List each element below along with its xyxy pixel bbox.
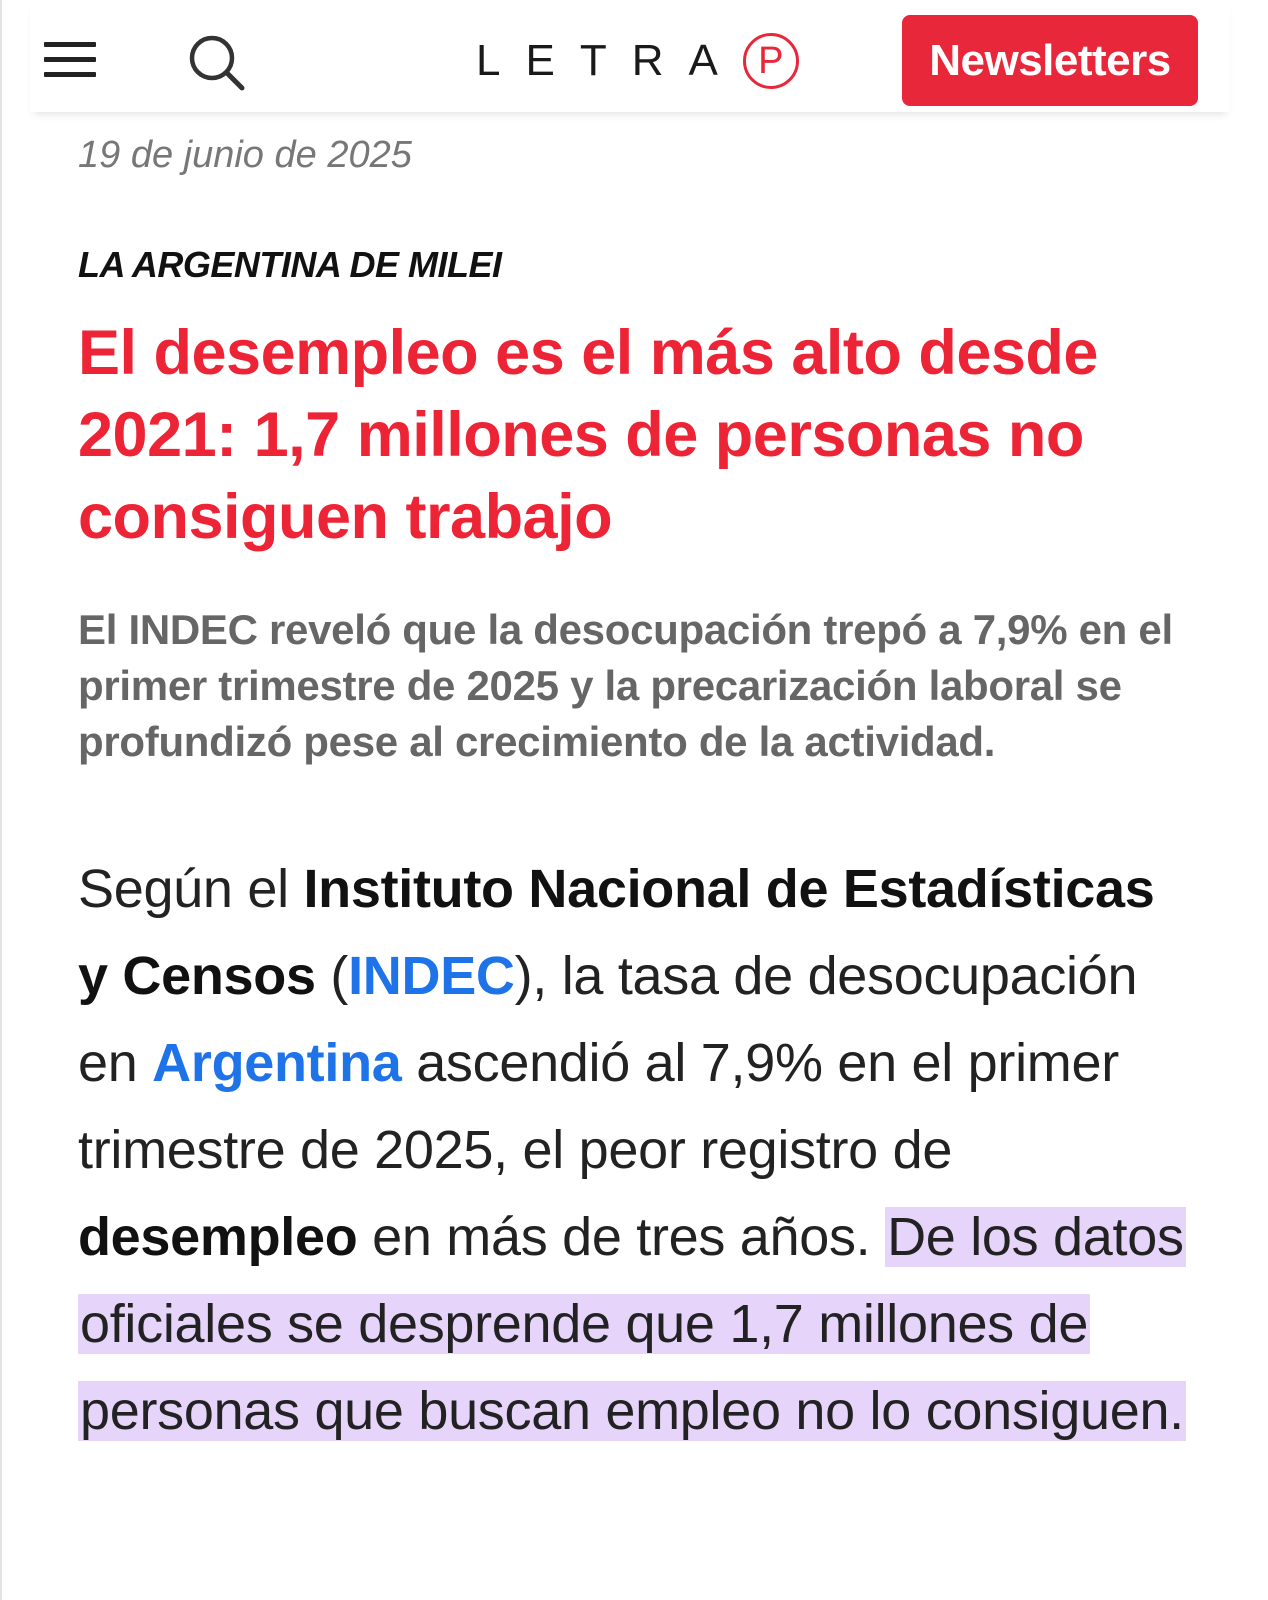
search-icon[interactable] (186, 32, 248, 94)
article-section-kicker[interactable]: LA ARGENTINA DE MILEI (78, 244, 502, 285)
article-lede: El INDEC reveló que la desocupación trep… (78, 606, 1173, 765)
logo-wordmark: LETRA (476, 36, 743, 85)
body-text-segment: ), la tasa de desocupación en (78, 946, 1138, 1093)
article-headline: El desempleo es el más alto desde 2021: … (78, 318, 1098, 552)
site-logo[interactable]: LETRA P (476, 26, 799, 96)
newsletters-button[interactable]: Newsletters (902, 15, 1198, 106)
body-text-segment: en más de tres años. (357, 1207, 886, 1267)
site-header: LETRA P Newsletters (30, 0, 1230, 112)
argentina-link[interactable]: Argentina (152, 1033, 402, 1093)
article-body-paragraph: Según el Instituto Nacional de Estadísti… (78, 846, 1188, 1455)
body-text-segment: ascendió al 7,9% en el primer trimestre … (78, 1033, 1119, 1180)
body-text-segment: ( (315, 946, 349, 1006)
institute-name: Instituto Nacional de Estadísticas y Cen… (78, 859, 1155, 1006)
desempleo-bold: desempleo (78, 1207, 358, 1267)
hamburger-menu-icon[interactable] (44, 40, 96, 80)
page-edge (0, 0, 2, 1600)
indec-link[interactable]: INDEC (348, 946, 515, 1006)
article-date: 19 de junio de 2025 (78, 134, 412, 176)
logo-p-icon: P (742, 33, 799, 89)
body-text-segment: Según el (78, 859, 304, 919)
